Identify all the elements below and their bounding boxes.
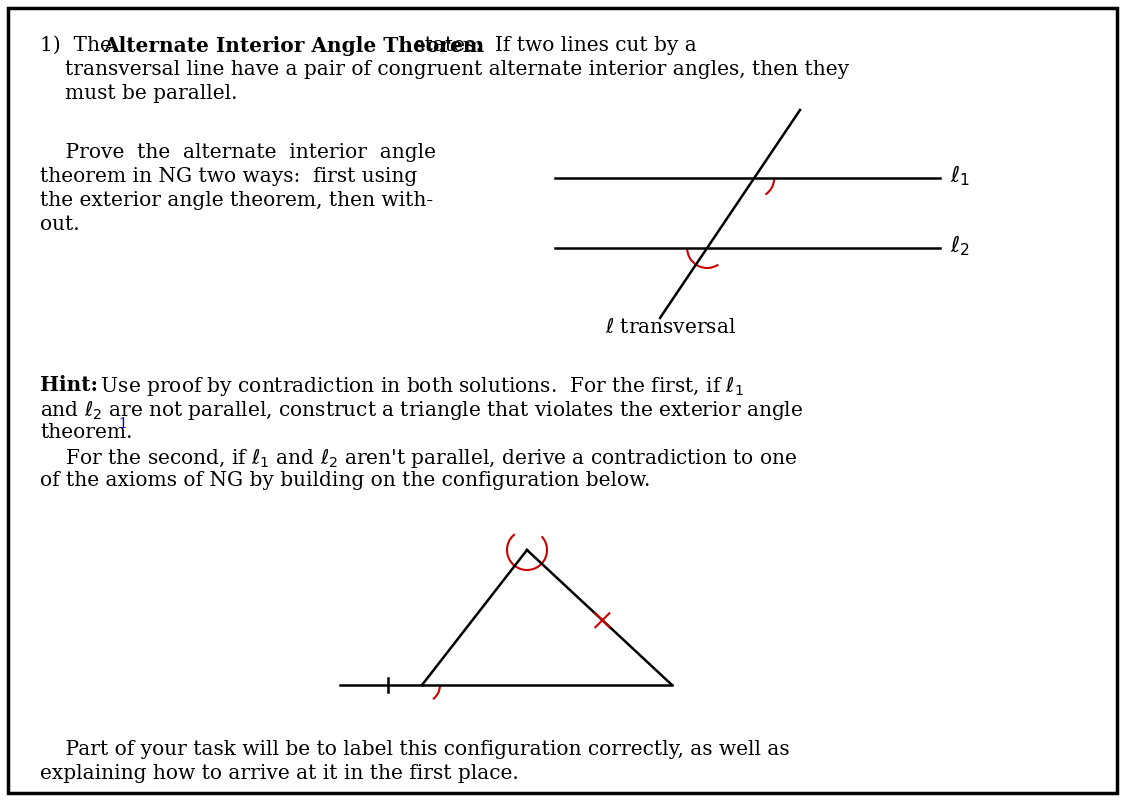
Text: theorem in NG two ways:  first using: theorem in NG two ways: first using	[40, 167, 417, 186]
Text: Part of your task will be to label this configuration correctly, as well as: Part of your task will be to label this …	[40, 740, 790, 759]
Text: explaining how to arrive at it in the first place.: explaining how to arrive at it in the fi…	[40, 764, 519, 783]
Text: and $\ell_2$ are not parallel, construct a triangle that violates the exterior a: and $\ell_2$ are not parallel, construct…	[40, 399, 803, 422]
Text: states:  If two lines cut by a: states: If two lines cut by a	[408, 36, 696, 55]
Text: Alternate Interior Angle Theorem: Alternate Interior Angle Theorem	[104, 36, 484, 56]
Text: $\ell_2$: $\ell_2$	[950, 234, 970, 258]
Text: For the second, if $\ell_1$ and $\ell_2$ aren't parallel, derive a contradiction: For the second, if $\ell_1$ and $\ell_2$…	[40, 447, 798, 470]
Text: Use proof by contradiction in both solutions.  For the first, if $\ell_1$: Use proof by contradiction in both solut…	[88, 375, 744, 398]
Text: 1)  The: 1) The	[40, 36, 118, 55]
Text: out.: out.	[40, 215, 80, 234]
Text: Hint:: Hint:	[40, 375, 98, 395]
Text: transversal line have a pair of congruent alternate interior angles, then they: transversal line have a pair of congruen…	[65, 60, 849, 79]
Text: $\mathregular{1}$: $\mathregular{1}$	[118, 416, 127, 431]
Text: $\ell_1$: $\ell_1$	[950, 163, 970, 188]
Text: the exterior angle theorem, then with-: the exterior angle theorem, then with-	[40, 191, 433, 210]
Text: $\ell$ transversal: $\ell$ transversal	[605, 318, 736, 337]
Text: must be parallel.: must be parallel.	[65, 84, 237, 103]
Text: of the axioms of NG by building on the configuration below.: of the axioms of NG by building on the c…	[40, 471, 650, 490]
Text: theorem.: theorem.	[40, 423, 133, 442]
Text: Prove  the  alternate  interior  angle: Prove the alternate interior angle	[40, 143, 437, 162]
